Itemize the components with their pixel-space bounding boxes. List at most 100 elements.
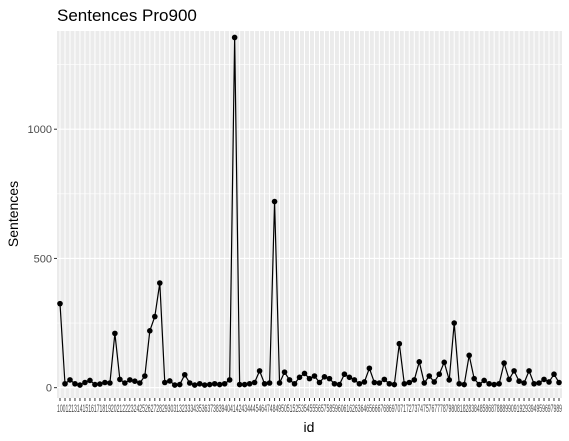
data-point [461,381,467,388]
data-point [351,377,358,383]
data-point [416,359,423,365]
data-point [276,380,283,386]
data-point [541,376,547,383]
data-point [421,380,428,386]
data-point [196,380,203,387]
data-point [256,368,263,374]
data-point [551,371,557,378]
data-point [426,373,433,379]
data-point [166,378,173,384]
data-point [281,369,288,375]
data-point [341,371,348,378]
data-point [556,379,562,386]
data-point [476,381,482,388]
data-point [446,377,453,383]
data-point [211,380,218,387]
data-point [241,381,248,388]
data-point [326,375,333,382]
data-point [97,381,103,387]
data-point [301,370,308,377]
data-point [401,380,408,387]
data-point [456,380,463,387]
data-point [361,379,368,385]
data-point [356,380,363,387]
data-point [406,379,413,386]
data-point [216,381,223,388]
data-point [77,382,83,388]
data-point [376,380,383,386]
data-point [206,381,213,388]
data-point [72,380,78,387]
data-point [181,371,188,378]
data-point [521,380,527,386]
data-point [176,381,183,388]
data-point [331,380,338,387]
data-point [371,379,378,386]
data-point [201,382,208,388]
data-points [57,34,562,388]
data-point [346,374,353,381]
data-point [251,379,258,386]
data-point [496,380,502,387]
data-point [321,374,328,380]
data-point [171,382,178,388]
data-point [516,378,522,385]
data-point [107,380,113,386]
data-point [311,373,318,379]
data-point [271,198,278,205]
x-tick-labels: 1001213141516171819202122232425262728293… [57,403,562,415]
data-point [381,376,388,383]
data-point [336,381,343,388]
data-point [531,380,537,387]
data-point [286,377,293,383]
y-axis: 0 500 1000 [28,124,57,395]
data-point [161,379,168,386]
data-point [102,379,108,386]
data-point [436,371,443,378]
data-point [236,381,243,388]
y-tick-label: 500 [34,253,52,265]
data-point [221,380,228,387]
data-point [291,380,298,387]
data-point [396,340,403,347]
data-point [132,378,138,385]
data-point [506,376,512,383]
data-point [431,379,438,385]
data-point [152,313,158,320]
data-point [501,360,507,366]
data-point [112,330,118,337]
data-point [536,380,542,386]
data-point [122,380,128,386]
data-point [491,381,497,388]
data-point [466,352,472,359]
data-point [386,380,393,387]
data-point [231,34,238,41]
data-point [82,379,88,386]
data-point [526,368,532,374]
data-point [137,380,143,386]
data-point [191,382,198,388]
y-tick-label: 0 [46,383,52,395]
grid [57,31,562,398]
data-point [57,300,63,307]
data-point [246,380,253,387]
data-point [511,368,517,374]
x-axis: 1001213141516171819202122232425262728293… [57,398,562,415]
y-tick-label: 1000 [28,124,52,136]
x-axis-title: id [304,419,315,435]
chart-title: Sentences Pro900 [57,6,197,25]
data-point [391,381,398,388]
data-point [546,379,552,385]
data-point [117,376,123,383]
data-point [127,377,133,383]
data-point [92,381,98,388]
data-point [67,377,73,383]
data-point [142,373,148,379]
data-point [481,377,487,384]
data-point [186,380,193,386]
data-point [296,374,303,381]
data-point [316,379,323,386]
data-point [87,377,93,384]
data-point [226,377,233,383]
